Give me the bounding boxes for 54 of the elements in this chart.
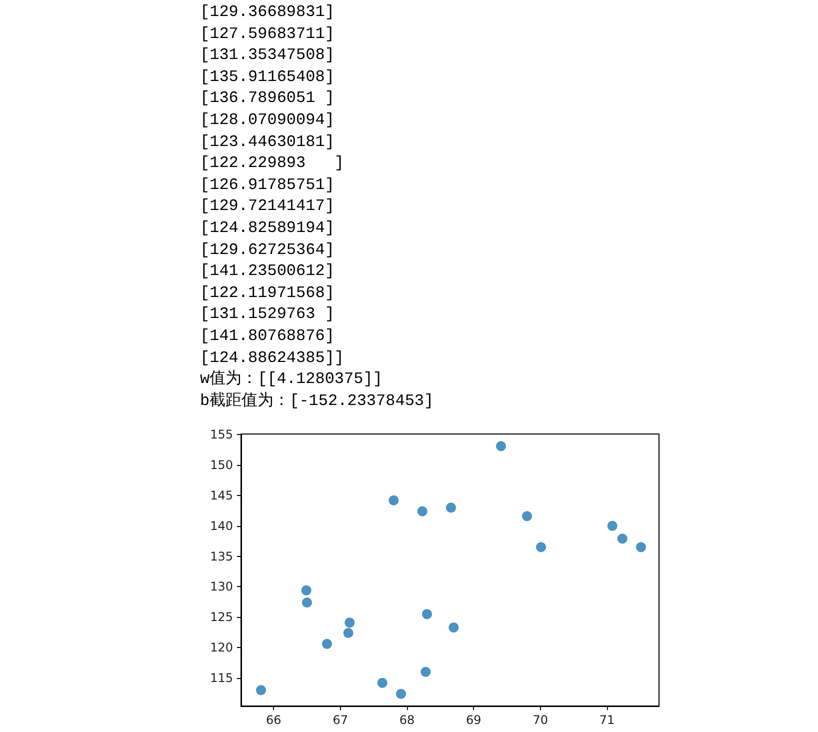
text: [131.1529763 ]	[200, 304, 336, 326]
x-tick-label: 66	[266, 713, 282, 727]
x-tick-label: 71	[599, 713, 615, 727]
point	[322, 638, 332, 649]
point	[536, 542, 546, 552]
y-tick-label: 115	[210, 671, 233, 686]
text: [141.23500612]	[200, 261, 336, 282]
point	[496, 441, 506, 452]
point	[522, 511, 532, 522]
text: [124.82589194]	[200, 218, 336, 239]
text: [124.88624385]]	[200, 348, 346, 368]
text: b截距值为：[-152.23378453]	[200, 390, 434, 412]
point	[417, 506, 428, 516]
point	[422, 609, 432, 620]
x-tick-label: 68	[399, 713, 415, 727]
point	[344, 618, 355, 628]
text: [122.229893 ]	[200, 153, 346, 174]
point	[301, 585, 312, 596]
x-tick-label: 70	[532, 713, 548, 727]
y-tick-label: 140	[210, 518, 233, 533]
point	[636, 542, 646, 552]
point	[396, 688, 406, 699]
text: [127.59683711]	[200, 24, 336, 45]
x-tick-label: 67	[332, 713, 348, 727]
y-tick-label: 155	[210, 428, 233, 442]
point	[446, 502, 456, 513]
text: w值为：[[4.1280375]]	[200, 369, 384, 390]
y-tick-label: 120	[210, 640, 233, 655]
y-tick-label: 135	[210, 549, 233, 564]
point	[377, 678, 388, 688]
point	[388, 495, 399, 506]
text: [122.11971568]	[200, 282, 336, 304]
text: [129.72141417]	[200, 196, 336, 218]
text: [126.91785751]	[200, 174, 336, 196]
text: [129.62725364]	[200, 240, 336, 261]
text: [135.91165408]	[200, 66, 336, 88]
text: [129.36689831]	[200, 2, 336, 23]
text: [136.7896051 ]	[200, 88, 336, 110]
point	[617, 534, 628, 544]
text: [141.80768876]	[200, 326, 336, 347]
point	[420, 666, 431, 677]
text: [128.07090094]	[200, 110, 336, 131]
y-tick-label: 145	[210, 488, 233, 502]
x-tick-label: 69	[466, 713, 482, 727]
y-tick-label: 130	[210, 580, 233, 594]
text: [131.35347508]	[200, 45, 336, 66]
point	[448, 622, 459, 632]
point	[302, 598, 312, 608]
point	[607, 520, 618, 531]
point	[256, 685, 266, 696]
y-tick-label: 125	[210, 610, 233, 624]
point	[343, 628, 354, 638]
text: [123.44630181]	[200, 132, 336, 153]
y-tick-label: 150	[210, 458, 233, 472]
